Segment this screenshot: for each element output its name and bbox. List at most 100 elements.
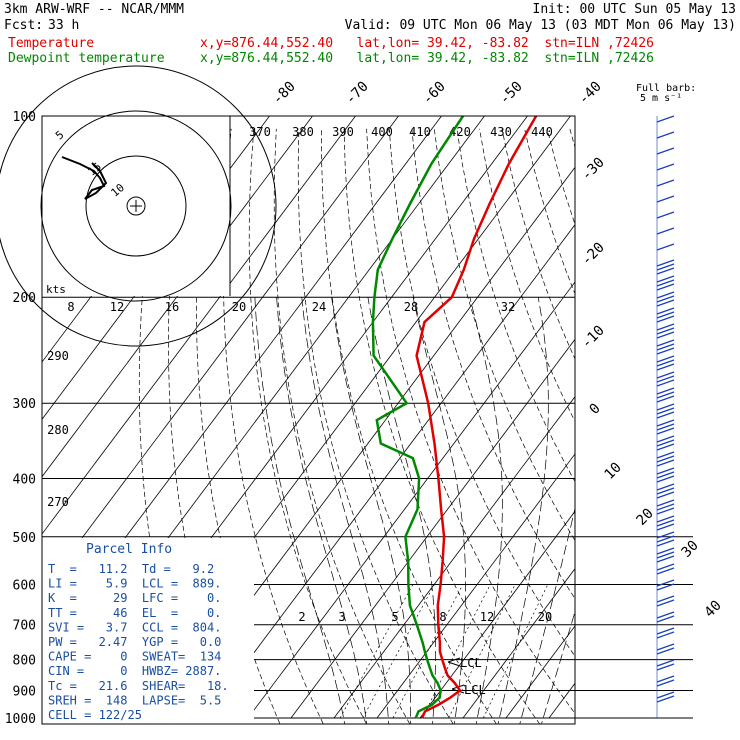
wind-barb bbox=[656, 439, 675, 447]
wind-barb bbox=[656, 327, 675, 335]
dry-adiabat-line bbox=[321, 128, 497, 724]
wind-barb bbox=[656, 163, 675, 171]
theta-label: 370 bbox=[249, 125, 271, 139]
pressure-tick-label: 600 bbox=[13, 578, 36, 593]
wind-barb bbox=[656, 395, 675, 403]
isotherm-label: 40 bbox=[702, 598, 725, 621]
wind-barb bbox=[656, 579, 675, 587]
wind-barb bbox=[656, 131, 675, 139]
lcl-marker bbox=[447, 661, 461, 667]
wind-barb bbox=[656, 555, 675, 563]
parcel-info-box: Parcel Info T = 11.2 Td = 9.2LI = 5.9 LC… bbox=[42, 538, 254, 724]
pressure-tick-label: 900 bbox=[13, 684, 36, 699]
isotherm-label: -70 bbox=[343, 79, 372, 108]
isotherm-line bbox=[42, 116, 313, 478]
dry-adiabat-line bbox=[297, 128, 454, 724]
parcel-info-row: TT = 46 EL = 0. bbox=[48, 606, 221, 620]
parcel-info-row: SVI = 3.7 CCL = 804. bbox=[48, 620, 221, 634]
dry-adiabat-line bbox=[411, 128, 575, 600]
isotherm-line bbox=[247, 281, 575, 719]
wind-barb bbox=[656, 435, 675, 443]
mixing-ratio-label: 3 bbox=[338, 610, 345, 624]
wind-barb bbox=[656, 371, 675, 379]
moist-adiabat-line bbox=[497, 297, 549, 724]
forecast-label: Fcst: bbox=[4, 18, 44, 33]
wind-barb bbox=[656, 379, 675, 387]
theta-label: 280 bbox=[47, 423, 69, 437]
wind-barb bbox=[656, 515, 675, 523]
parcel-info-row: T = 11.2 Td = 9.2 bbox=[48, 562, 214, 576]
theta-label: 410 bbox=[409, 125, 431, 139]
barb-key-title: Full barb: bbox=[636, 83, 697, 94]
lcl-label: LCL bbox=[460, 656, 482, 670]
wind-barb bbox=[656, 263, 675, 271]
isotherm-label: -50 bbox=[497, 79, 526, 108]
wind-barb bbox=[656, 147, 675, 155]
isotherm-label: -20 bbox=[579, 240, 608, 269]
theta-label: 430 bbox=[490, 125, 512, 139]
wind-barb bbox=[656, 487, 675, 495]
dry-adiabat-line bbox=[569, 128, 575, 149]
moist-adiabat-line bbox=[276, 297, 367, 724]
parcel-info-row: Tc = 21.6 SHEAR= 18. bbox=[48, 679, 229, 693]
parcel-info-row: PW = 2.47 YGP = 0.0 bbox=[48, 635, 221, 649]
init-time: Init: 00 UTC Sun 05 May 13 bbox=[532, 2, 737, 17]
wind-barb bbox=[656, 179, 675, 187]
wind-barb bbox=[656, 615, 675, 623]
wind-barb bbox=[656, 423, 675, 431]
wind-barb bbox=[656, 243, 675, 251]
speed-tick-label: 28 bbox=[404, 300, 418, 314]
wind-barb bbox=[656, 499, 675, 507]
parcel-info-row: CELL = 122/25 bbox=[48, 708, 142, 722]
wind-barb bbox=[656, 259, 675, 267]
wind-barb bbox=[656, 291, 675, 299]
dry-adiabat-line bbox=[388, 128, 575, 657]
hodograph-trace bbox=[61, 156, 108, 200]
wind-barb bbox=[656, 659, 675, 667]
sounding-traces bbox=[371, 116, 538, 719]
theta-label: 380 bbox=[292, 125, 314, 139]
wind-barb bbox=[656, 691, 675, 699]
wind-barb bbox=[656, 427, 675, 435]
dry-adiabat-line bbox=[546, 128, 575, 226]
wind-barb bbox=[656, 491, 675, 499]
wind-barb bbox=[656, 455, 675, 463]
dry-adiabat-line bbox=[638, 129, 740, 731]
wind-barb bbox=[656, 451, 675, 459]
wind-barb bbox=[656, 595, 675, 603]
pressure-tick-label: 700 bbox=[13, 619, 36, 634]
wind-barb bbox=[656, 375, 675, 383]
dry-adiabat-line bbox=[366, 128, 575, 714]
valid-time: Valid: 09 UTC Mon 06 May 13 (03 MDT Mon … bbox=[344, 18, 736, 33]
hodograph-center-ring bbox=[126, 196, 146, 216]
moist-adiabat-line bbox=[367, 297, 436, 724]
parcel-info-row: LI = 5.9 LCL = 889. bbox=[48, 577, 221, 591]
dry-adiabat-line bbox=[433, 128, 575, 542]
wind-barb bbox=[656, 267, 675, 275]
wind-barb bbox=[656, 275, 675, 283]
isotherm-line bbox=[376, 453, 575, 719]
wind-barb bbox=[656, 523, 675, 531]
isotherm-label: -60 bbox=[420, 79, 449, 108]
pressure-tick-label: 800 bbox=[13, 654, 36, 669]
wind-barb bbox=[656, 279, 675, 287]
isotherm-label: -30 bbox=[579, 155, 608, 184]
wind-barb bbox=[656, 599, 675, 607]
dry-adiabat-line bbox=[660, 129, 740, 731]
isotherm-label: -80 bbox=[270, 79, 299, 108]
dry-adiabat-line bbox=[273, 128, 411, 724]
wind-barb bbox=[656, 483, 675, 491]
speed-tick-label: 16 bbox=[165, 300, 179, 314]
hodograph-ring bbox=[85, 155, 187, 257]
dewpoint-trace bbox=[371, 116, 465, 719]
isotherm-label: -10 bbox=[579, 323, 608, 352]
parcel-info-background bbox=[42, 538, 254, 724]
temperature-trace bbox=[415, 116, 538, 719]
pressure-tick-label: 500 bbox=[13, 531, 36, 546]
wind-barb bbox=[656, 363, 675, 371]
wind-barb bbox=[656, 211, 675, 219]
theta-label: 440 bbox=[531, 125, 553, 139]
wind-barb bbox=[656, 339, 675, 347]
wind-barb bbox=[656, 647, 675, 655]
